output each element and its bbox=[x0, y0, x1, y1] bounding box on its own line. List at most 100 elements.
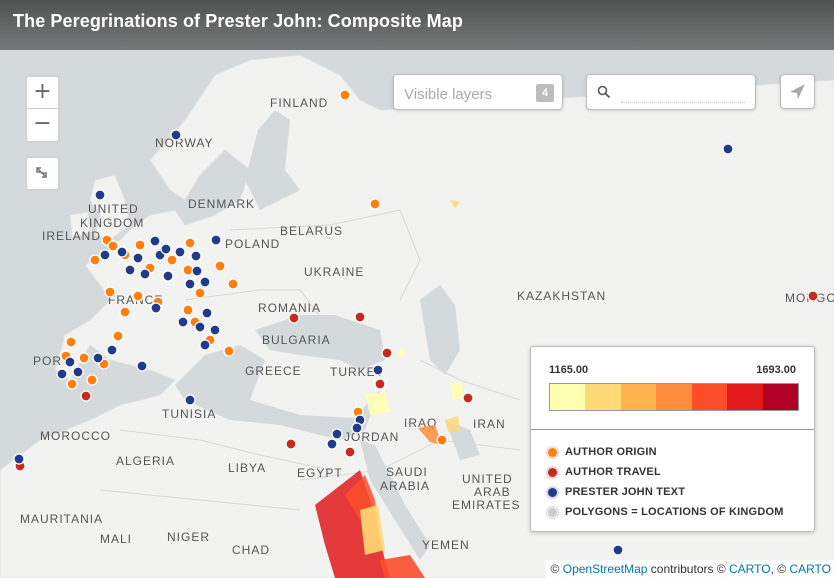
search-icon bbox=[597, 85, 611, 104]
prester-john-text-marker bbox=[174, 246, 186, 258]
ramp-cell bbox=[727, 384, 763, 410]
legend-color-ramp bbox=[549, 383, 799, 411]
visible-layers-control[interactable]: Visible layers 4 bbox=[393, 74, 563, 110]
country-borders bbox=[99, 209, 521, 511]
legend-dot-icon bbox=[547, 506, 558, 518]
author-travel-marker bbox=[285, 438, 297, 450]
fullscreen-button[interactable] bbox=[25, 156, 60, 191]
legend-item: PRESTER JOHN TEXT bbox=[547, 482, 784, 502]
country-label: ROMANIA bbox=[258, 301, 321, 315]
author-origin-marker bbox=[134, 239, 146, 251]
visible-layers-count: 4 bbox=[536, 84, 554, 102]
kingdom-polygon bbox=[450, 382, 464, 399]
map-legend: 1165.00 1693.00 AUTHOR ORIGIN AUTHOR TRAV… bbox=[530, 346, 815, 532]
country-label: TUNISIA bbox=[162, 407, 216, 421]
prester-john-text-marker bbox=[13, 453, 25, 465]
prester-john-text-marker bbox=[722, 143, 734, 155]
carto-link[interactable]: CARTO bbox=[729, 562, 771, 576]
locate-button[interactable] bbox=[780, 74, 815, 109]
prester-john-text-marker bbox=[209, 324, 221, 336]
author-origin-marker bbox=[104, 286, 116, 298]
author-travel-marker bbox=[288, 312, 300, 324]
author-travel-marker bbox=[462, 392, 474, 404]
country-label: ARAB bbox=[474, 485, 511, 499]
legend-item-label: AUTHOR ORIGIN bbox=[565, 446, 657, 458]
country-label: UNITED bbox=[88, 202, 139, 216]
prester-john-text-marker bbox=[56, 368, 68, 380]
author-origin-marker bbox=[166, 254, 178, 266]
legend-dot-icon bbox=[547, 446, 558, 458]
country-label: EMIRATES bbox=[452, 498, 520, 512]
legend-item: AUTHOR ORIGIN bbox=[547, 442, 784, 462]
author-origin-marker bbox=[89, 254, 101, 266]
country-label: EGYPT bbox=[297, 466, 343, 480]
legend-dot-icon bbox=[547, 486, 558, 498]
author-origin-marker bbox=[369, 198, 381, 210]
legend-dot-icon bbox=[547, 466, 558, 478]
prester-john-text-marker bbox=[177, 316, 189, 328]
map-labels: FINLAND NORWAY DENMARK UNITED KINGDOM IR… bbox=[20, 96, 834, 557]
prester-john-text-marker bbox=[94, 189, 106, 201]
country-label: NIGER bbox=[167, 530, 210, 544]
prester-john-text-marker bbox=[170, 129, 182, 141]
author-origin-marker bbox=[227, 278, 239, 290]
point-markers[interactable] bbox=[13, 89, 819, 556]
prester-john-text-marker bbox=[149, 235, 161, 247]
country-label: CHAD bbox=[232, 543, 270, 557]
author-origin-marker bbox=[184, 237, 196, 249]
country-label: SAUDI bbox=[386, 465, 428, 479]
fullscreen-icon bbox=[36, 167, 47, 178]
prester-john-text-marker bbox=[162, 270, 174, 282]
prester-john-text-marker bbox=[72, 366, 84, 378]
prester-john-text-marker bbox=[194, 321, 206, 333]
legend-item: POLYGONS = LOCATIONS OF KINGDOM bbox=[547, 502, 784, 522]
legend-min-value: 1165.00 bbox=[549, 364, 589, 376]
prester-john-text-marker bbox=[184, 394, 196, 406]
zoom-in-button[interactable]: + bbox=[27, 77, 58, 109]
search-control bbox=[586, 74, 756, 110]
country-label: JORDAN bbox=[344, 430, 399, 444]
kingdom-polygons[interactable] bbox=[315, 200, 464, 578]
prester-john-text-marker bbox=[64, 356, 76, 368]
country-label: ARABIA bbox=[380, 479, 430, 493]
legend-divider bbox=[531, 429, 814, 430]
author-origin-marker bbox=[119, 306, 131, 318]
legend-max-value: 1693.00 bbox=[756, 364, 796, 376]
country-label: YEMEN bbox=[422, 538, 470, 552]
prester-john-text-marker bbox=[136, 360, 148, 372]
country-label: MALI bbox=[100, 532, 132, 546]
country-label: NORWAY bbox=[155, 136, 213, 150]
country-label: LIBYA bbox=[228, 461, 266, 475]
prester-john-text-marker bbox=[139, 268, 151, 280]
country-label: FINLAND bbox=[270, 96, 328, 110]
prester-john-text-marker bbox=[372, 364, 384, 376]
osm-link[interactable]: OpenStreetMap bbox=[562, 562, 648, 576]
ramp-cell bbox=[691, 384, 728, 410]
zoom-control: + − bbox=[25, 75, 60, 143]
author-origin-marker bbox=[86, 374, 98, 386]
country-label: TURKEY bbox=[330, 365, 385, 379]
author-origin-marker bbox=[107, 240, 119, 252]
author-origin-marker bbox=[194, 287, 206, 299]
ramp-cell bbox=[550, 384, 586, 410]
attribution-copy: © bbox=[550, 562, 563, 576]
map-attribution: © OpenStreetMap contributors © CARTO, © … bbox=[544, 560, 834, 578]
author-origin-marker bbox=[436, 434, 448, 446]
prester-john-text-marker bbox=[351, 422, 363, 434]
country-label: MOROCCO bbox=[40, 429, 111, 443]
visible-layers-label: Visible layers bbox=[404, 86, 493, 103]
author-origin-marker bbox=[66, 378, 78, 390]
zoom-out-button[interactable]: − bbox=[33, 111, 52, 136]
country-label: DENMARK bbox=[188, 197, 255, 211]
attribution-sep: , © bbox=[770, 562, 790, 576]
prester-john-text-marker bbox=[99, 249, 111, 261]
legend-items: AUTHOR ORIGIN AUTHOR TRAVEL PRESTER JOHN T… bbox=[547, 442, 784, 522]
carto-link-2[interactable]: CARTO bbox=[789, 562, 831, 576]
prester-john-text-marker bbox=[201, 307, 213, 319]
author-travel-marker bbox=[374, 378, 386, 390]
prester-john-text-marker bbox=[160, 243, 172, 255]
kingdom-polygon bbox=[380, 555, 425, 578]
attribution-contributors: contributors © bbox=[647, 562, 729, 576]
search-input[interactable] bbox=[621, 83, 745, 103]
country-label: KAZAKHSTAN bbox=[517, 289, 606, 303]
